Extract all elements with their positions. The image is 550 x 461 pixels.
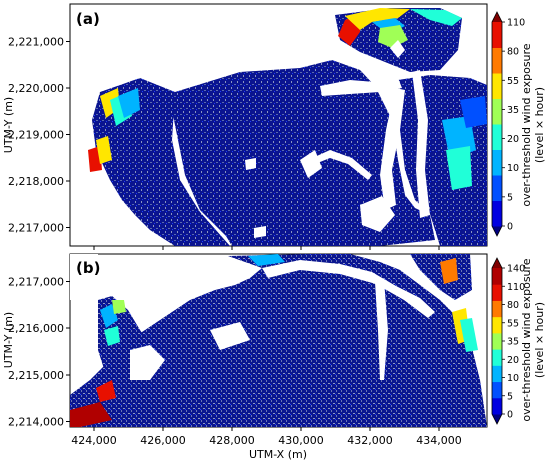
panel-b-colorbar: 140 110 80 55 35 20 10 5 0 over-threshold wind e… [491,257,546,425]
colorbar-segment [492,349,502,366]
colorbar-segment [492,381,502,399]
panel-a-map [88,8,487,246]
colorbar-tick-label: 10 [507,373,519,384]
xtick-label: 434,000 [416,434,462,447]
panel-b-ylabel: UTM-Y (m) [2,312,15,368]
xtick-label: 424,000 [71,434,117,447]
colorbar-segment [492,73,502,99]
colorbar-segment [492,149,502,176]
colorbar-tick-label: 10 [507,163,519,174]
colorbar-extend-max-arrow [492,258,502,268]
ytick-label: 2,217,000 [8,276,64,289]
colorbar-a-label-line2: (level × hour) [533,87,546,163]
colorbar-segment [492,397,502,415]
xaxis-label: UTM-X (m) [249,448,307,461]
colorbar-segment [492,332,502,350]
colorbar-segment [492,300,502,318]
panel-b-tick-marks [66,281,440,431]
ytick-label: 2,220,000 [8,82,64,95]
panel-a-ylabel: UTM-Y (m) [2,97,15,153]
colorbar-segment [492,175,502,201]
colorbar-segment [492,22,502,48]
colorbar-segment [492,200,502,227]
colorbar-b-label-line2: (level × hour) [533,302,546,378]
ytick-label: 2,217,000 [8,222,64,235]
colorbar-tick-label: 5 [507,192,513,203]
ytick-label: 2,219,000 [8,129,64,142]
colorbar-tick-label: 20 [507,355,519,366]
ytick-label: 2,221,000 [8,36,64,49]
xtick-label: 428,000 [209,434,255,447]
colorbar-segment [492,316,502,334]
colorbar-segment [492,98,502,125]
colorbar-tick-label: 55 [507,318,519,329]
panel-b: 2,217,000 2,216,000 2,215,000 2,214,000 … [2,253,546,461]
colorbar-tick-label: 140 [507,264,525,275]
colorbar-tick-label: 35 [507,105,519,116]
ytick-label: 2,218,000 [8,175,64,188]
xtick-label: 426,000 [140,434,186,447]
colorbar-tick-label: 0 [507,222,513,233]
colorbar-tick-label: 0 [507,410,513,421]
xtick-label: 432,000 [347,434,393,447]
colorbar-tick-label: 35 [507,337,519,348]
ytick-label: 2,214,000 [8,416,64,429]
colorbar-segment [492,124,502,150]
panel-a-label: (a) [76,10,100,28]
ytick-label: 2,216,000 [8,322,64,335]
colorbar-tick-label: 5 [507,391,513,402]
colorbar-segment [492,284,502,301]
panel-a: 2,221,000 2,220,000 2,219,000 2,218,000 … [2,3,546,250]
colorbar-a-label-line1: over-threshold wind exposure [520,43,533,206]
colorbar-tick-label: 55 [507,76,519,87]
colorbar-tick-label: 80 [507,300,519,311]
colorbar-extend-min-arrow [492,226,502,236]
panel-b-label: (b) [76,259,100,277]
panel-b-map [70,254,487,427]
colorbar-tick-label: 110 [507,282,525,293]
colorbar-tick-label: 80 [507,47,519,58]
colorbar-extend-max-arrow [492,12,502,22]
colorbar-extend-min-arrow [492,414,502,424]
colorbar-tick-label: 20 [507,134,519,145]
colorbar-segment [492,365,502,383]
panel-a-yticks-marks [66,41,440,250]
xtick-label: 430,000 [278,434,324,447]
ytick-label: 2,215,000 [8,369,64,382]
colorbar-tick-label: 110 [507,18,525,29]
colorbar-segment [492,47,502,74]
colorbar-b-label-line1: over-threshold wind exposure [520,258,533,421]
colorbar-segment [492,268,502,285]
panel-a-colorbar: 110 80 55 35 20 10 5 0 over-threshold wind expo… [491,11,546,237]
